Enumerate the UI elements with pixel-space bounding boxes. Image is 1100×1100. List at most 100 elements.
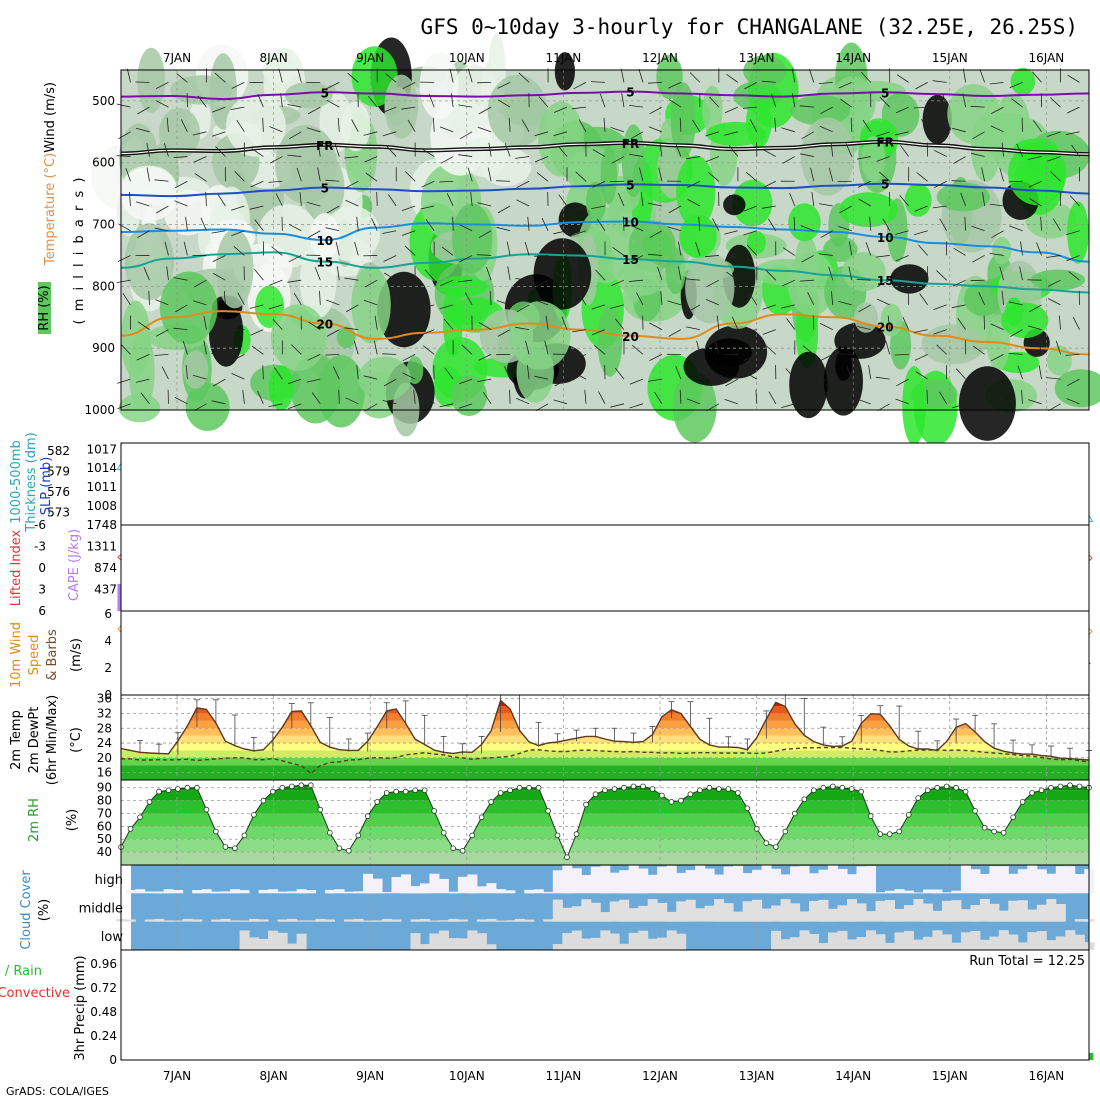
wind-barb xyxy=(850,117,853,132)
wind-barb xyxy=(933,149,947,157)
wind-frame xyxy=(120,610,1090,696)
cloud-cell xyxy=(457,938,468,950)
wind-barb xyxy=(818,203,833,207)
wind-barb xyxy=(553,106,568,113)
wind-barb xyxy=(319,290,321,305)
rh-marker xyxy=(412,787,419,794)
wind-barb xyxy=(174,180,188,189)
wind-barb xyxy=(934,180,947,189)
rh-patch xyxy=(706,121,766,147)
rh-marker xyxy=(336,845,343,852)
wind-barb xyxy=(1065,131,1080,135)
wind-barb xyxy=(685,278,700,281)
wind-barb xyxy=(234,170,245,182)
wind-barb xyxy=(444,367,454,380)
cloud-cell xyxy=(505,890,516,894)
wind-barb xyxy=(268,403,283,407)
wind-barb xyxy=(594,345,606,355)
wind-barb xyxy=(933,329,947,335)
cloud-cell xyxy=(752,869,763,894)
cloud-cell xyxy=(941,892,952,894)
cloud-cell xyxy=(894,932,905,950)
wind-barb xyxy=(233,245,245,256)
wind-barb xyxy=(850,389,853,404)
wind-barb xyxy=(538,96,549,108)
rh-marker xyxy=(583,801,589,808)
rh-marker xyxy=(896,828,902,835)
wind-barb xyxy=(990,323,1004,331)
date-label-bottom: 7JAN xyxy=(163,1069,191,1083)
rh-patch xyxy=(839,192,898,228)
cloud-cell xyxy=(457,919,468,922)
wind-barb xyxy=(116,155,131,157)
wind-barb xyxy=(630,131,644,140)
cloud-cell xyxy=(790,937,801,950)
cloud-cell xyxy=(571,906,582,922)
temperature-contour-20 xyxy=(120,310,1090,356)
wind-barb xyxy=(705,156,720,163)
wind-barb xyxy=(636,292,644,306)
rh-band xyxy=(121,826,1089,840)
lifted-index-tick-label: -3 xyxy=(34,540,46,554)
temp-band xyxy=(121,765,1089,780)
rh-marker xyxy=(716,786,722,792)
rh-marker xyxy=(1067,782,1073,788)
wind-barb xyxy=(629,153,644,157)
cloud-cell xyxy=(410,919,421,922)
rh-marker xyxy=(573,831,580,837)
rh-marker xyxy=(668,799,675,805)
wind-barb xyxy=(1028,180,1042,188)
wind-barb xyxy=(249,304,264,309)
wind-barb xyxy=(647,253,662,256)
wind-barb xyxy=(262,365,264,380)
cloud-cell xyxy=(847,939,857,950)
wind-barb xyxy=(591,205,606,209)
wind-barb xyxy=(249,205,264,210)
rh-marker xyxy=(232,845,238,852)
wind-barb xyxy=(614,367,625,380)
wind-barb xyxy=(541,217,549,231)
wind-barb xyxy=(459,255,473,263)
wind-barb xyxy=(1067,74,1080,83)
cloud-cell xyxy=(429,873,440,894)
rh-marker xyxy=(611,786,618,792)
upper-air-frame xyxy=(120,69,1090,411)
wind-barb xyxy=(936,270,947,281)
wind-barb xyxy=(478,106,492,115)
cloud-cell xyxy=(1074,919,1085,922)
wind-barb xyxy=(439,403,454,408)
cloud-cell xyxy=(410,886,421,894)
temp-band xyxy=(121,728,1089,736)
precip-tick-label: 0.48 xyxy=(90,1005,117,1019)
wind-barb xyxy=(231,82,245,89)
wind-barb xyxy=(477,378,492,383)
wind-barb xyxy=(572,106,587,110)
temp-band xyxy=(121,743,1089,751)
thickness-tick-label: 573 xyxy=(47,506,70,520)
wind-barb xyxy=(185,365,188,380)
wind-barb xyxy=(614,318,625,330)
lifted-index-axis-label: Lifted Index xyxy=(9,529,24,606)
wind-barb xyxy=(895,106,909,114)
rh-marker xyxy=(649,786,656,792)
wind-barb xyxy=(781,127,795,133)
wind-barb xyxy=(280,93,283,108)
wind-barb xyxy=(951,304,966,309)
cloud-cell xyxy=(951,942,962,950)
rh-patch xyxy=(683,347,740,386)
cloud-cell xyxy=(590,866,601,894)
wind-barb xyxy=(422,345,435,355)
wind-barb xyxy=(724,106,739,114)
wind-barb xyxy=(306,378,321,383)
wind-barb xyxy=(611,156,625,164)
wind-barb xyxy=(154,353,169,356)
cloud-cell xyxy=(543,919,554,922)
wind-barb xyxy=(332,366,340,380)
wind-barb xyxy=(623,216,625,231)
cloud-cell xyxy=(306,920,317,922)
rh-marker xyxy=(858,788,864,795)
rh-marker xyxy=(697,787,703,794)
cloud-cell xyxy=(619,943,630,950)
rh-marker xyxy=(905,811,912,818)
cloud-cell xyxy=(913,939,924,950)
